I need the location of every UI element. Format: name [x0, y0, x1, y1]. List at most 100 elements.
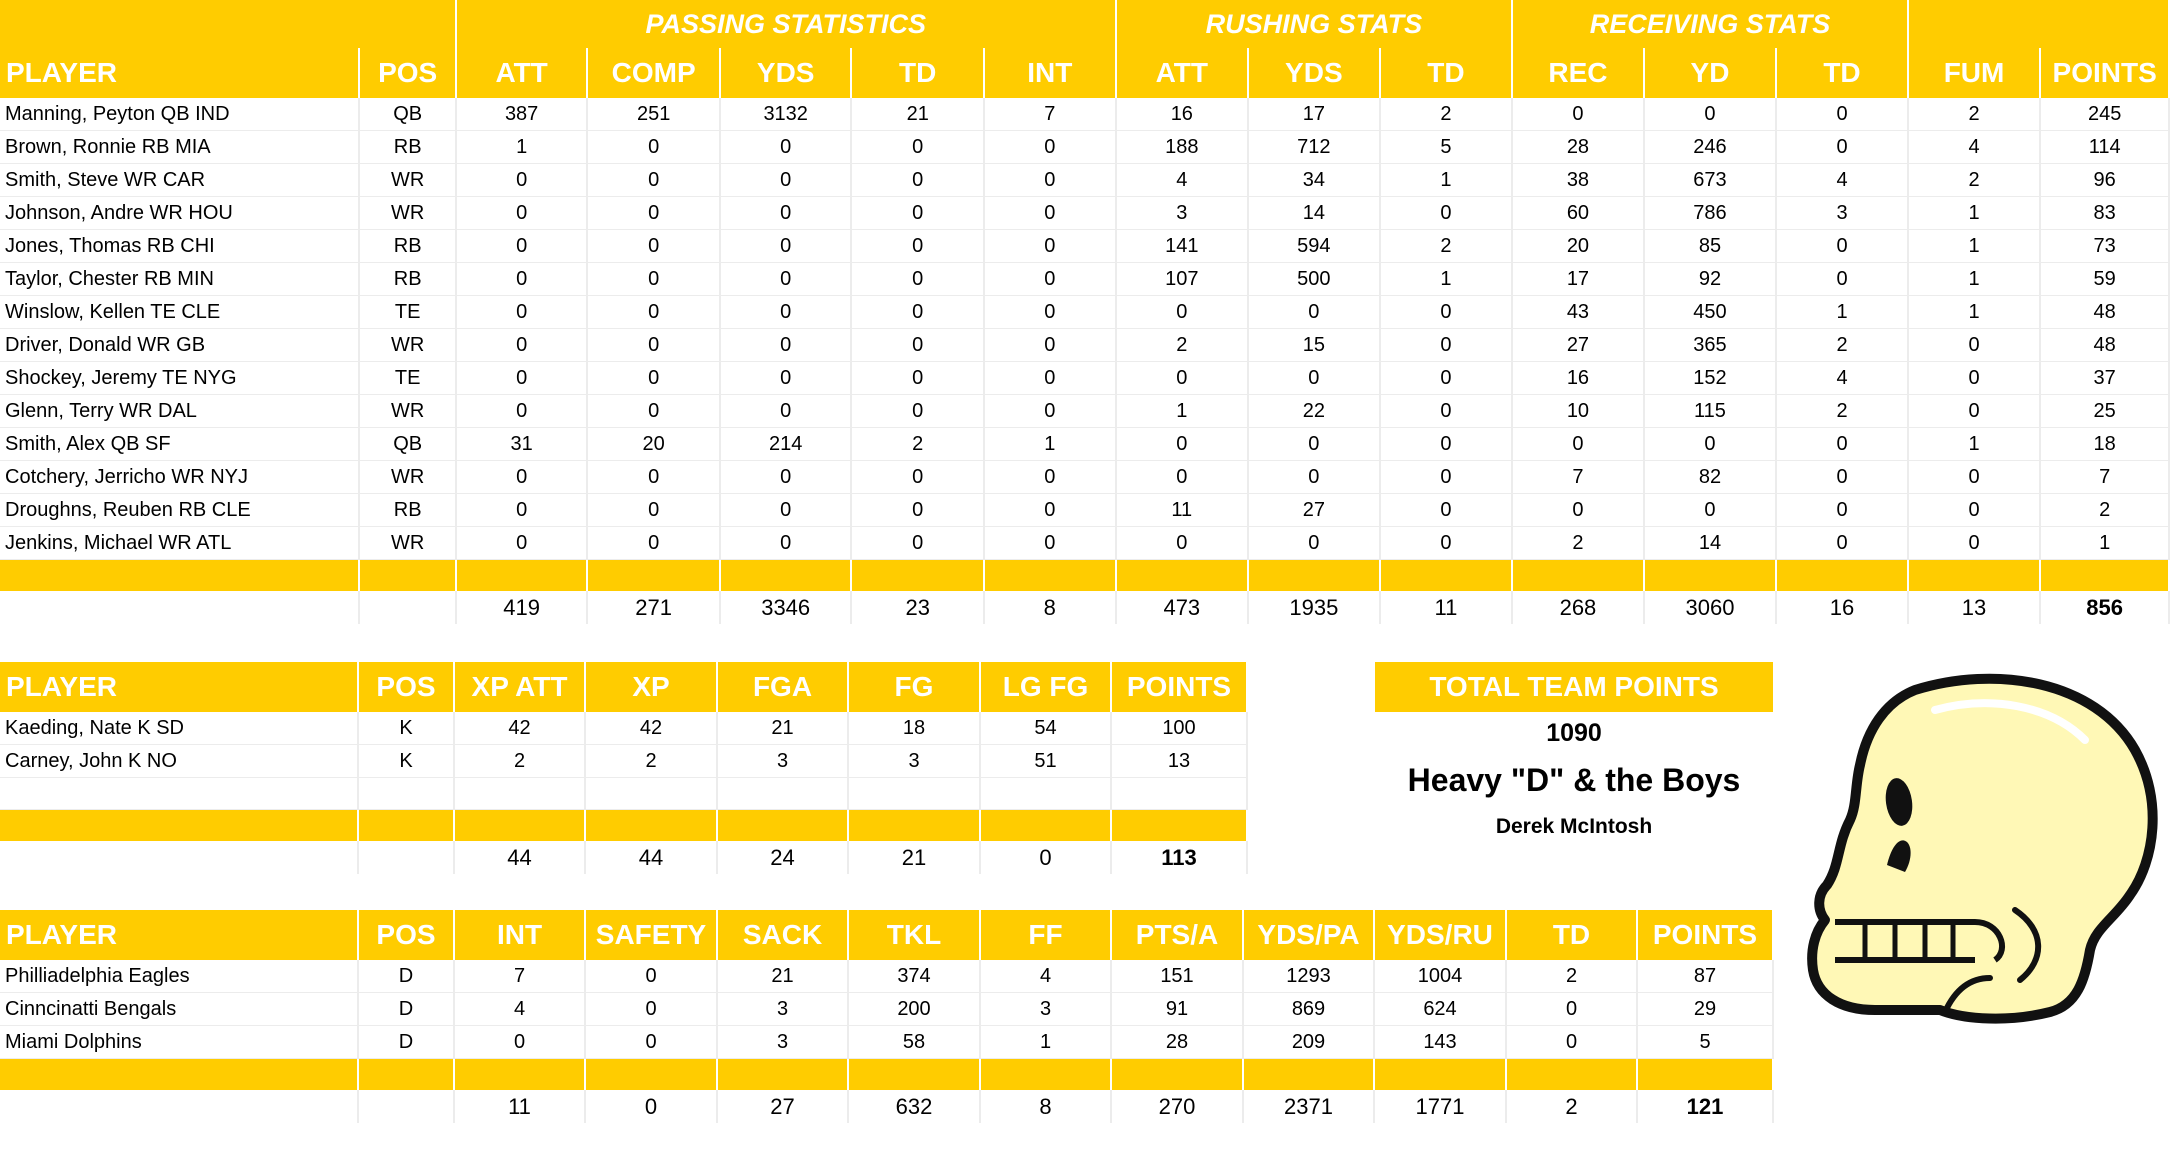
table-row: Manning, Peyton QB IND QB 387 251 3132 21 7 16 1… — [0, 98, 2170, 131]
band-cell — [717, 1058, 849, 1090]
band-cell — [1907, 559, 2042, 591]
stat-cell: 0 — [1512, 98, 1645, 131]
stat-cell: 0 — [851, 196, 985, 230]
stat-cell: 27 — [1248, 493, 1381, 527]
table-row: Cotchery, Jerricho WR NYJ WR 0 0 0 0 0 0 0 0 7 82 0 0… — [0, 460, 2170, 494]
stat-cell: 92 — [1643, 262, 1778, 296]
stat-cell: 0 — [1907, 526, 2042, 560]
total-cell: 21 — [848, 841, 981, 874]
total-cell: 24 — [717, 841, 849, 874]
stat-cell: 200 — [848, 992, 981, 1026]
stat-cell: 245 — [2040, 98, 2170, 131]
stat-cell: 0 — [851, 493, 985, 527]
stat-cell: WR — [359, 460, 457, 494]
total-cell: 44 — [585, 841, 718, 874]
stat-cell: 115 — [1643, 394, 1778, 428]
stat-group-header-row: PASSING STATISTICS RUSHING STATS RECEIVI… — [0, 0, 2170, 48]
column-header-player: PLAYER — [0, 910, 359, 960]
stat-cell: 0 — [851, 526, 985, 560]
stat-cell: WR — [359, 526, 457, 560]
stat-cell: 11 — [1115, 493, 1250, 527]
team-summary: TOTAL TEAM POINTS 1090 Heavy "D" & the B… — [1375, 662, 1773, 839]
stat-cell: 0 — [1643, 493, 1778, 527]
total-cell: 2 — [1506, 1090, 1638, 1123]
stat-cell: 4 — [980, 960, 1112, 993]
table-row: Philliadelphia Eagles D 7 0 21 374 4 151 1293 100… — [0, 960, 1774, 993]
stat-cell: 0 — [1379, 493, 1514, 527]
stat-cell: 2 — [1776, 394, 1909, 428]
table-row: Jones, Thomas RB CHI RB 0 0 0 0 0 141 594 2 20 85 0 1… — [0, 229, 2170, 263]
stat-cell: 188 — [1115, 130, 1250, 164]
stat-cell: 0 — [1776, 130, 1909, 164]
defense-stats-table: PLAYER POS INT SAFETY SACK TKL FF PTS/A YDS/PA YD… — [0, 910, 1774, 1123]
band-cell — [585, 809, 718, 841]
table-row: Droughns, Reuben RB CLE RB 0 0 0 0 0 11 27 0 0 0 0 0 2 — [0, 493, 2170, 527]
stat-cell: 0 — [454, 1025, 586, 1059]
column-header-sack: SACK — [717, 910, 849, 960]
stat-cell: 0 — [587, 295, 721, 329]
column-header-pos: POS — [359, 48, 457, 98]
total-cell: 3346 — [719, 591, 853, 624]
band-cell — [719, 559, 853, 591]
defense-totals-row: 11 0 27 632 8 270 2371 1771 2 121 — [0, 1090, 1774, 1123]
stat-cell: 2 — [851, 427, 985, 461]
stat-cell: 0 — [851, 460, 985, 494]
total-cell: 1935 — [1248, 591, 1381, 624]
stat-cell: 3 — [1115, 196, 1250, 230]
stat-cell: 0 — [587, 460, 721, 494]
stat-cell: 0 — [585, 1025, 718, 1059]
stat-cell: 0 — [587, 361, 721, 395]
stat-cell: 0 — [587, 163, 721, 197]
total-points: 856 — [2040, 591, 2170, 624]
player-name: Cinncinatti Bengals — [0, 992, 359, 1026]
band-cell — [980, 1058, 1112, 1090]
stat-cell: D — [358, 1025, 455, 1059]
stat-cell: 29 — [1637, 992, 1774, 1026]
band-cell — [1512, 559, 1645, 591]
stat-cell: 712 — [1248, 130, 1381, 164]
empty-cell — [0, 1090, 359, 1123]
stat-cell: 96 — [2040, 163, 2170, 197]
stat-cell: 0 — [585, 960, 718, 993]
stat-cell: 1 — [1776, 295, 1909, 329]
players-footer: 419 271 3346 23 8 473 1935 11 268 3060 16 13 856 — [0, 559, 2170, 624]
team-owner: Derek McIntosh — [1495, 815, 1653, 838]
team-name: Heavy "D" & the Boys — [1407, 762, 1741, 798]
band-cell — [1776, 559, 1909, 591]
stat-cell: 4 — [1776, 163, 1909, 197]
band-cell — [848, 809, 981, 841]
stat-cell: 0 — [455, 295, 589, 329]
stat-cell: 16 — [1512, 361, 1645, 395]
stat-cell: 0 — [983, 229, 1117, 263]
stat-cell: 21 — [851, 98, 985, 131]
empty-cell — [585, 777, 718, 810]
stat-cell: 0 — [455, 328, 589, 362]
stat-cell: 18 — [848, 712, 981, 745]
table-row: Driver, Donald WR GB WR 0 0 0 0 0 2 15 0 27 365 2 0 48 — [0, 328, 2170, 362]
stat-cell: 0 — [1379, 427, 1514, 461]
stat-cell: 0 — [719, 163, 853, 197]
stat-cell: 143 — [1374, 1025, 1507, 1059]
stat-cell: 0 — [1248, 526, 1381, 560]
band-cell — [1111, 1058, 1244, 1090]
band-cell — [455, 559, 589, 591]
player-name: Johnson, Andre WR HOU — [0, 196, 361, 230]
empty-cell — [848, 777, 981, 810]
total-cell: 270 — [1111, 1090, 1244, 1123]
player-name: Droughns, Reuben RB CLE — [0, 493, 361, 527]
stat-cell: 0 — [851, 262, 985, 296]
stat-cell: 786 — [1643, 196, 1778, 230]
stat-cell: 1 — [1907, 295, 2042, 329]
kickers-stats-table: PLAYER POS XP ATT XP FGA FG LG FG POINTS Kaedin… — [0, 662, 1248, 874]
table-row: Shockey, Jeremy TE NYG TE 0 0 0 0 0 0 0 0 16 152 4 0 3… — [0, 361, 2170, 395]
stat-cell: 0 — [983, 295, 1117, 329]
column-header-rec: REC — [1512, 48, 1645, 98]
group-header-rushing: RUSHING STATS — [1115, 0, 1514, 48]
column-header-safety: SAFETY — [585, 910, 718, 960]
band-cell — [585, 1058, 718, 1090]
band-cell — [1379, 559, 1514, 591]
stat-cell: 0 — [1776, 526, 1909, 560]
band-cell — [0, 1058, 359, 1090]
stat-cell: 4 — [1115, 163, 1250, 197]
stat-cell: 2 — [1506, 960, 1638, 993]
